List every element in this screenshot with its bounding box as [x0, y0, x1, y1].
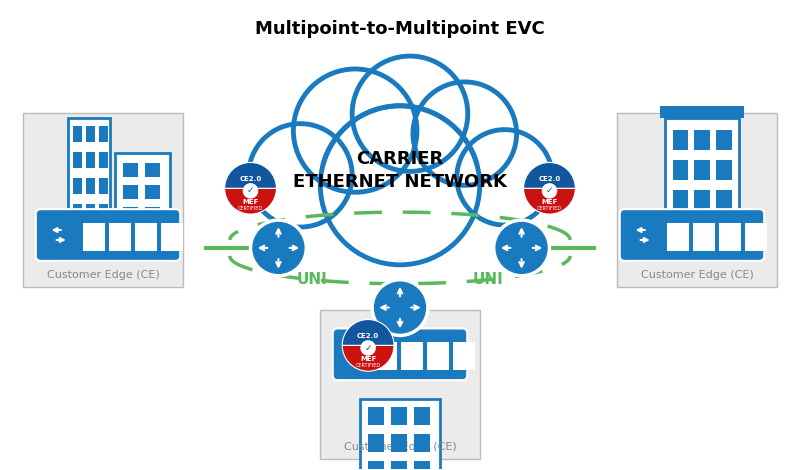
Bar	[716, 190, 732, 210]
Bar	[414, 407, 430, 425]
Bar	[145, 207, 160, 220]
Circle shape	[320, 106, 480, 265]
Bar	[145, 163, 160, 177]
FancyBboxPatch shape	[36, 209, 180, 261]
Text: Multipoint-to-Multipoint EVC: Multipoint-to-Multipoint EVC	[255, 20, 545, 38]
Text: ✓: ✓	[246, 187, 254, 196]
Wedge shape	[523, 163, 575, 188]
Bar	[368, 461, 384, 470]
Bar	[320, 310, 480, 459]
Bar	[73, 204, 82, 219]
Bar	[716, 130, 732, 150]
Bar	[414, 461, 430, 470]
Bar	[99, 152, 108, 168]
Circle shape	[242, 183, 258, 199]
Text: CE2.0: CE2.0	[239, 176, 262, 182]
Bar	[360, 399, 440, 470]
Circle shape	[250, 220, 306, 276]
Bar	[453, 342, 474, 370]
Bar	[673, 130, 689, 150]
Bar	[667, 223, 689, 251]
Bar	[270, 180, 530, 270]
Text: MEF: MEF	[360, 356, 376, 362]
Text: MEF: MEF	[542, 199, 558, 205]
Bar	[368, 407, 384, 425]
Bar	[86, 152, 95, 168]
Bar	[694, 190, 710, 210]
Bar	[673, 190, 689, 210]
Text: UNI: UNI	[473, 272, 504, 287]
Bar	[401, 342, 423, 370]
Bar	[694, 130, 710, 150]
Bar	[391, 461, 407, 470]
Bar	[427, 342, 449, 370]
Bar	[68, 118, 110, 233]
Bar	[665, 118, 739, 227]
Bar	[73, 152, 82, 168]
Bar	[673, 160, 689, 180]
Circle shape	[360, 340, 376, 356]
Bar	[145, 185, 160, 199]
Bar	[123, 163, 138, 177]
Wedge shape	[342, 345, 394, 371]
Text: UNI: UNI	[420, 348, 450, 363]
Bar	[694, 160, 710, 180]
Text: Customer Edge (CE): Customer Edge (CE)	[641, 270, 754, 280]
Bar	[368, 434, 384, 452]
FancyBboxPatch shape	[620, 209, 764, 261]
Bar	[161, 223, 182, 251]
Bar	[618, 113, 777, 287]
Bar	[716, 160, 732, 180]
Bar	[99, 126, 108, 142]
Text: Customer Edge (CE): Customer Edge (CE)	[46, 270, 159, 280]
Bar	[123, 207, 138, 220]
Bar	[109, 223, 131, 251]
Bar	[99, 204, 108, 219]
Text: Customer Edge (CE): Customer Edge (CE)	[344, 442, 456, 452]
FancyBboxPatch shape	[333, 329, 467, 380]
Wedge shape	[225, 188, 277, 214]
Text: CE2.0: CE2.0	[538, 176, 561, 182]
Circle shape	[249, 124, 352, 227]
Text: UNI: UNI	[296, 272, 327, 287]
Circle shape	[413, 82, 517, 185]
Text: ✓: ✓	[364, 344, 372, 352]
Circle shape	[372, 280, 428, 336]
Bar	[719, 223, 741, 251]
Wedge shape	[342, 320, 394, 345]
Bar	[135, 223, 157, 251]
Text: CARRIER
ETHERNET NETWORK: CARRIER ETHERNET NETWORK	[293, 149, 507, 191]
Circle shape	[294, 69, 417, 192]
Bar	[115, 153, 170, 233]
Wedge shape	[225, 163, 277, 188]
Wedge shape	[523, 188, 575, 214]
Bar	[73, 126, 82, 142]
Bar	[693, 223, 715, 251]
Text: MEF: MEF	[242, 199, 258, 205]
Circle shape	[352, 56, 468, 172]
Bar	[745, 223, 766, 251]
Bar	[659, 106, 744, 118]
Circle shape	[457, 130, 553, 225]
Bar	[391, 434, 407, 452]
Bar	[73, 178, 82, 194]
Bar	[123, 185, 138, 199]
Text: CERTIFIED: CERTIFIED	[537, 206, 562, 211]
Bar	[83, 223, 105, 251]
Bar	[375, 342, 397, 370]
Bar	[391, 407, 407, 425]
Bar	[99, 178, 108, 194]
Bar	[414, 434, 430, 452]
Circle shape	[494, 220, 550, 276]
Circle shape	[542, 183, 558, 199]
Text: ✓: ✓	[546, 187, 554, 196]
Text: CERTIFIED: CERTIFIED	[238, 206, 263, 211]
Text: CE2.0: CE2.0	[357, 333, 379, 339]
Text: CERTIFIED: CERTIFIED	[355, 363, 381, 368]
Bar	[23, 113, 182, 287]
Bar	[86, 204, 95, 219]
Bar	[86, 126, 95, 142]
Bar	[86, 178, 95, 194]
